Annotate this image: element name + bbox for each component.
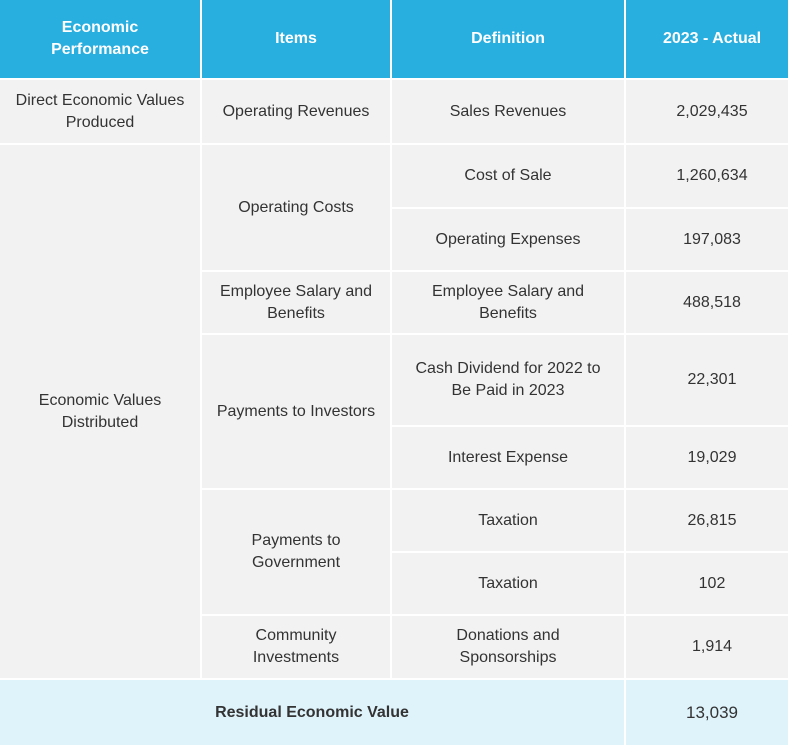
cell: Taxation: [392, 553, 624, 614]
header-cell: Items: [202, 0, 390, 78]
header-cell: Definition: [392, 0, 624, 78]
cell: Community Investments: [202, 616, 390, 678]
cell: 488,518: [626, 272, 788, 333]
cell: Payments to Government: [202, 490, 390, 614]
cell: Payments to Investors: [202, 335, 390, 488]
cell: Operating Revenues: [202, 80, 390, 143]
header-row: Economic Performance Items Definition 20…: [0, 0, 788, 78]
cell: Cost of Sale: [392, 145, 624, 207]
cell: Economic Values Distributed: [0, 145, 200, 678]
cell: Direct Economic Values Produced: [0, 80, 200, 143]
cell: 19,029: [626, 427, 788, 488]
cell: Donations and Sponsorships: [392, 616, 624, 678]
cell: 1,914: [626, 616, 788, 678]
footer-row: Residual Economic Value 13,039: [0, 680, 788, 745]
cell: 2,029,435: [626, 80, 788, 143]
row: Payments to Government Taxation 26,815: [0, 490, 788, 614]
cell: Employee Salary and Benefits: [202, 272, 390, 333]
cell: 26,815: [626, 490, 788, 551]
footer-label: Residual Economic Value: [0, 680, 624, 745]
footer-value: 13,039: [626, 680, 788, 745]
row: Payments to Investors Cash Dividend for …: [0, 335, 788, 488]
cell: Cash Dividend for 2022 to Be Paid in 202…: [392, 335, 624, 425]
header-cell: Economic Performance: [0, 0, 200, 78]
row: Direct Economic Values Produced Operatin…: [0, 80, 788, 143]
row: Operating Expenses 197,083: [0, 209, 788, 270]
row: Employee Salary and Benefits Employee Sa…: [0, 272, 788, 333]
cell: Operating Expenses: [392, 209, 624, 270]
row: Community Investments Donations and Spon…: [0, 616, 788, 678]
row: Interest Expense 19,029: [0, 427, 788, 488]
cell: 1,260,634: [626, 145, 788, 207]
cell: 197,083: [626, 209, 788, 270]
cell: Employee Salary and Benefits: [392, 272, 624, 333]
cell: Interest Expense: [392, 427, 624, 488]
cell: 102: [626, 553, 788, 614]
cell: 22,301: [626, 335, 788, 425]
cell: Taxation: [392, 490, 624, 551]
row: Taxation 102: [0, 553, 788, 614]
cell: Operating Costs: [202, 145, 390, 270]
row: Economic Values Distributed Operating Co…: [0, 145, 788, 678]
header-cell: 2023 - Actual: [626, 0, 788, 78]
cell: Sales Revenues: [392, 80, 624, 143]
